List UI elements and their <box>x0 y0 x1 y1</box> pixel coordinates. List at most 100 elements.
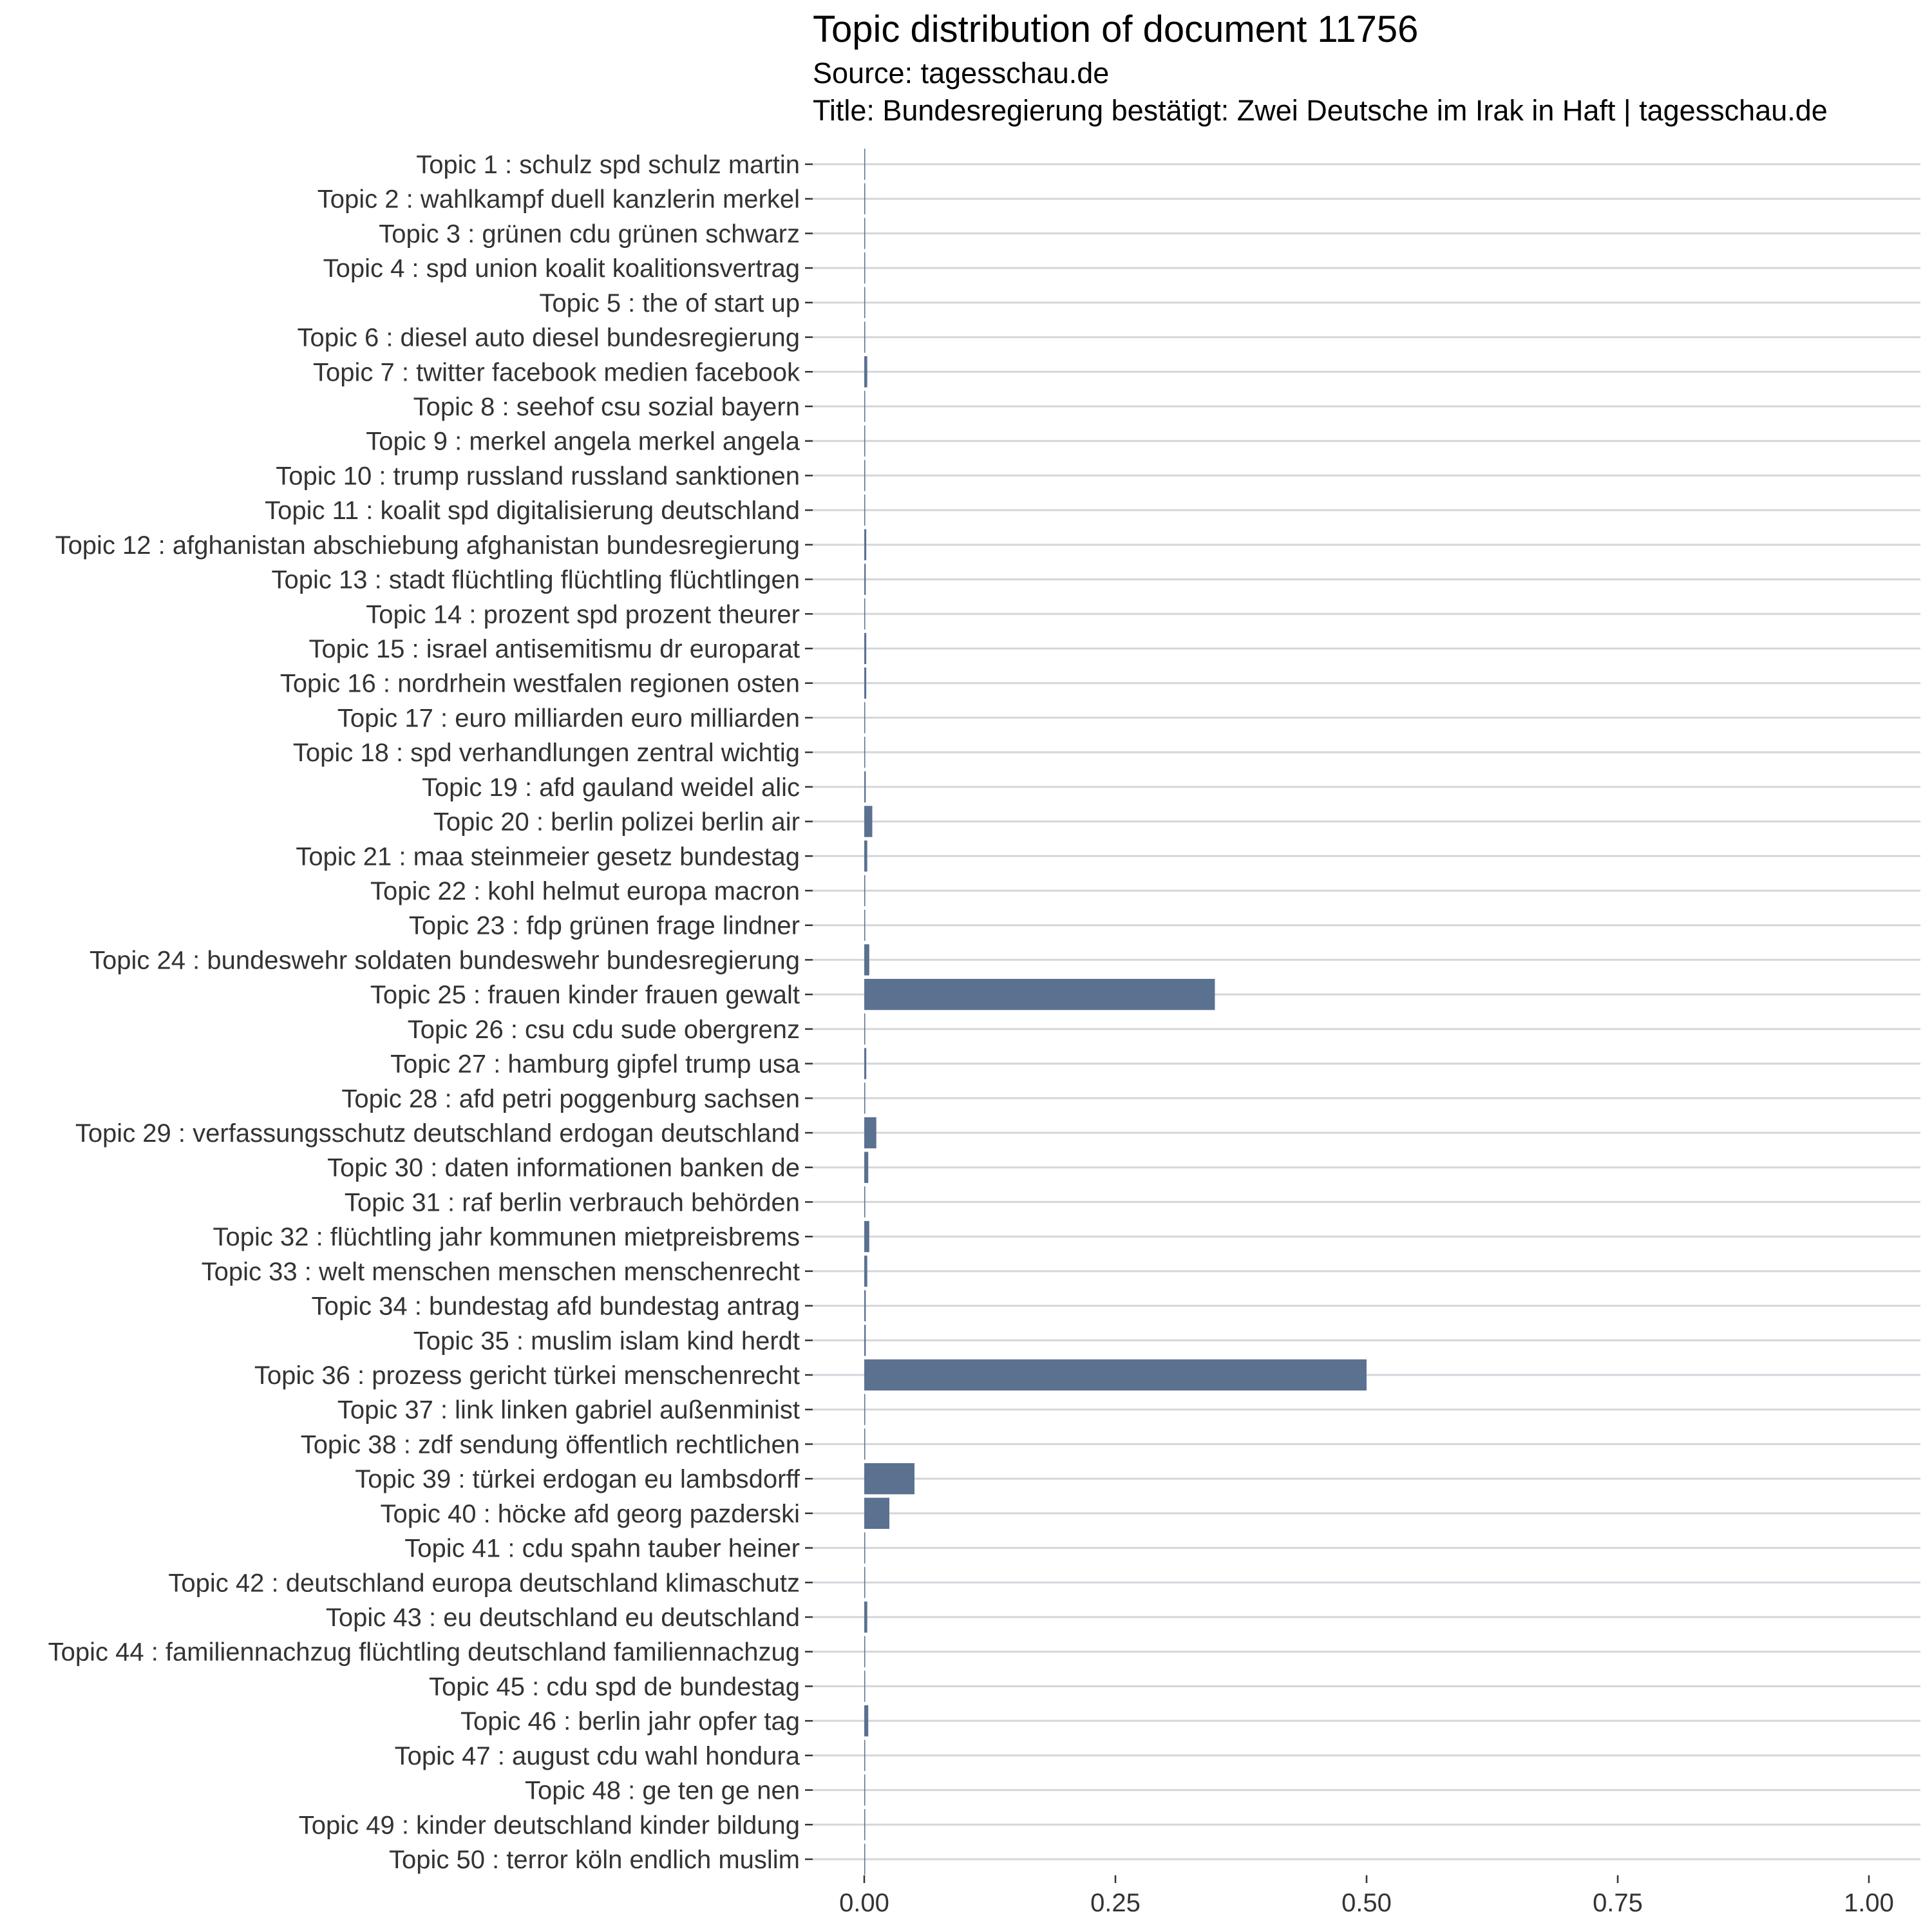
y-tick-label: Topic 37 : link linken gabriel außenmini… <box>337 1396 800 1425</box>
y-tick-label: Topic 49 : kinder deutschland kinder bil… <box>299 1811 800 1839</box>
bar-topic-46 <box>864 1705 869 1737</box>
bar-topic-22 <box>864 875 866 907</box>
y-tick-label: Topic 34 : bundestag afd bundestag antra… <box>312 1293 800 1321</box>
bar-topic-5 <box>864 287 866 319</box>
bar-topic-13 <box>864 564 866 595</box>
bar-topic-1 <box>864 148 866 180</box>
bar-topic-27 <box>864 1048 867 1079</box>
bar-topic-4 <box>864 252 866 284</box>
bar-topic-11 <box>864 494 866 526</box>
bar-topic-48 <box>864 1774 866 1806</box>
y-tick-label: Topic 43 : eu deutschland eu deutschland <box>326 1604 800 1632</box>
bar-topic-34 <box>864 1290 866 1321</box>
y-tick-label: Topic 6 : diesel auto diesel bundesregie… <box>297 324 800 352</box>
y-tick-label: Topic 2 : wahlkampf duell kanzlerin merk… <box>317 185 800 214</box>
bar-topic-23 <box>864 909 866 941</box>
y-tick-label: Topic 50 : terror köln endlich muslim <box>389 1846 800 1874</box>
bar-topic-17 <box>864 702 866 734</box>
y-tick-label: Topic 40 : höcke afd georg pazderski <box>380 1500 800 1528</box>
y-tick-label: Topic 23 : fdp grünen frage lindner <box>409 912 800 940</box>
bar-topic-25 <box>864 978 1215 1010</box>
y-tick-label: Topic 1 : schulz spd schulz martin <box>416 151 800 179</box>
bar-topic-6 <box>864 321 866 353</box>
bar-topic-29 <box>864 1117 876 1149</box>
y-tick-label: Topic 18 : spd verhandlungen zentral wic… <box>293 739 800 767</box>
chart-title: Topic distribution of document 11756 <box>813 8 1419 50</box>
bar-topic-35 <box>864 1325 866 1356</box>
x-tick-label: 1.00 <box>1844 1889 1894 1917</box>
y-tick-label: Topic 31 : raf berlin verbrauch behörden <box>345 1188 800 1217</box>
bar-topic-45 <box>864 1671 866 1702</box>
y-tick-label: Topic 45 : cdu spd de bundestag <box>429 1672 800 1701</box>
bar-topic-20 <box>864 806 873 837</box>
bar-topic-21 <box>864 840 867 872</box>
bar-topic-44 <box>864 1636 866 1667</box>
chart-subtitle-title: Title: Bundesregierung bestätigt: Zwei D… <box>813 94 1828 127</box>
bar-topic-49 <box>864 1809 866 1841</box>
y-tick-label: Topic 12 : afghanistan abschiebung afgha… <box>55 531 800 560</box>
bar-topic-39 <box>864 1463 914 1495</box>
y-tick-label: Topic 24 : bundeswehr soldaten bundesweh… <box>90 946 800 974</box>
bar-topic-37 <box>864 1394 866 1425</box>
bar-topic-30 <box>864 1151 869 1183</box>
y-tick-label: Topic 7 : twitter facebook medien facebo… <box>313 358 800 386</box>
bar-topic-14 <box>864 598 866 630</box>
bar-topic-40 <box>864 1497 889 1530</box>
y-tick-label: Topic 17 : euro milliarden euro milliard… <box>337 704 800 732</box>
y-tick-label: Topic 20 : berlin polizei berlin air <box>433 808 800 837</box>
x-tick-label: 0.25 <box>1090 1889 1141 1917</box>
y-tick-label: Topic 8 : seehof csu sozial bayern <box>413 393 800 421</box>
bar-topic-41 <box>864 1532 866 1564</box>
bar-topic-32 <box>864 1220 869 1253</box>
bar-topic-7 <box>864 356 867 388</box>
bar-topic-36 <box>864 1359 1367 1391</box>
y-tick-label: Topic 11 : koalit spd digitalisierung de… <box>265 497 800 525</box>
gridlines <box>805 163 1920 1861</box>
y-tick-label: Topic 48 : ge ten ge nen <box>525 1777 800 1805</box>
y-tick-label: Topic 33 : welt menschen menschen mensch… <box>202 1258 800 1286</box>
bars <box>864 148 1367 1875</box>
y-tick-label: Topic 47 : august cdu wahl hondura <box>395 1742 800 1770</box>
x-tick-label: 0.00 <box>839 1889 889 1917</box>
y-tick-label: Topic 38 : zdf sendung öffentlich rechtl… <box>301 1430 800 1459</box>
bar-topic-12 <box>864 529 867 561</box>
y-tick-label: Topic 44 : familiennachzug flüchtling de… <box>48 1638 800 1667</box>
y-tick-label: Topic 14 : prozent spd prozent theurer <box>366 600 800 629</box>
x-axis-labels: 0.00 0.25 0.50 0.75 1.00 <box>839 1875 1894 1917</box>
bar-topic-33 <box>864 1255 867 1287</box>
y-axis-labels: Topic 1 : schulz spd schulz martin Topic … <box>48 151 800 1874</box>
bar-topic-42 <box>864 1567 866 1598</box>
y-tick-label: Topic 28 : afd petri poggenburg sachsen <box>341 1084 800 1113</box>
y-tick-label: Topic 19 : afd gauland weidel alic <box>422 773 800 802</box>
y-tick-label: Topic 3 : grünen cdu grünen schwarz <box>379 220 800 248</box>
bar-topic-18 <box>864 736 866 768</box>
y-tick-label: Topic 26 : csu cdu sude obergrenz <box>408 1016 800 1044</box>
bar-topic-9 <box>864 425 866 457</box>
y-tick-label: Topic 41 : cdu spahn tauber heiner <box>404 1535 800 1563</box>
y-tick-label: Topic 46 : berlin jahr opfer tag <box>460 1707 800 1736</box>
y-tick-label: Topic 35 : muslim islam kind herdt <box>413 1327 800 1355</box>
y-tick-label: Topic 21 : maa steinmeier gesetz bundest… <box>296 842 800 871</box>
bar-topic-10 <box>864 460 866 491</box>
bar-topic-47 <box>864 1739 866 1772</box>
y-tick-label: Topic 10 : trump russland russland sankt… <box>276 462 800 490</box>
y-tick-label: Topic 27 : hamburg gipfel trump usa <box>390 1050 800 1079</box>
x-tick-label: 0.50 <box>1341 1889 1392 1917</box>
bar-topic-2 <box>864 183 866 214</box>
y-tick-label: Topic 16 : nordrhein westfalen regionen … <box>280 670 800 698</box>
bar-topic-15 <box>864 632 867 665</box>
bar-topic-16 <box>864 667 867 699</box>
bar-topic-26 <box>864 1013 866 1045</box>
y-tick-label: Topic 36 : prozess gericht türkei mensch… <box>254 1361 800 1390</box>
y-tick-label: Topic 42 : deutschland europa deutschlan… <box>168 1569 800 1597</box>
y-tick-label: Topic 4 : spd union koalit koalitionsver… <box>323 254 800 283</box>
y-tick-label: Topic 30 : daten informationen banken de <box>327 1154 800 1182</box>
chart-subtitle-source: Source: tagesschau.de <box>813 57 1110 90</box>
bar-topic-38 <box>864 1428 866 1460</box>
y-tick-label: Topic 32 : flüchtling jahr kommunen miet… <box>213 1223 800 1251</box>
bar-topic-8 <box>864 390 866 422</box>
bar-topic-24 <box>864 944 869 976</box>
bar-topic-19 <box>864 771 866 803</box>
y-tick-label: Topic 29 : verfassungsschutz deutschland… <box>75 1119 800 1148</box>
x-tick-label: 0.75 <box>1593 1889 1643 1917</box>
